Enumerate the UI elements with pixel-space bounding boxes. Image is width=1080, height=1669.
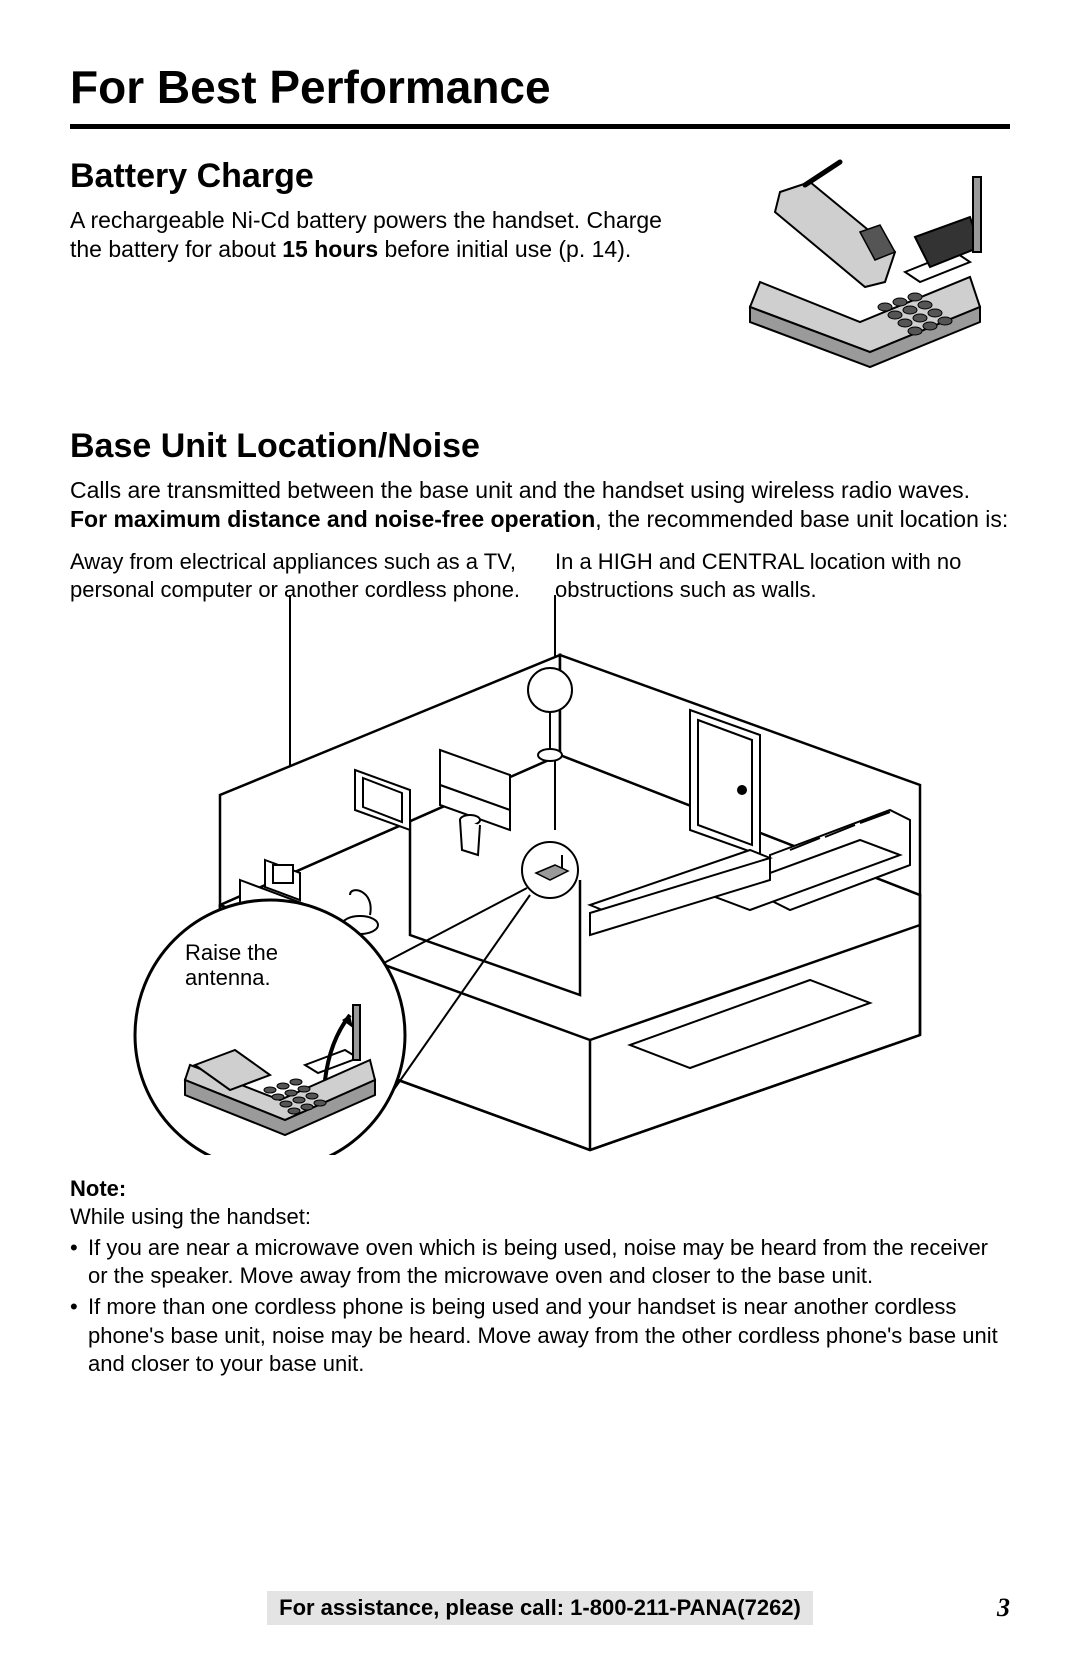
base-intro-post: , the recommended base unit location is: — [595, 506, 1008, 532]
battery-bold: 15 hours — [282, 236, 378, 262]
antenna-label-line2: antenna. — [185, 965, 271, 990]
assistance-text: For assistance, please call: 1-800-211-P… — [267, 1591, 813, 1625]
base-intro-bold: For maximum distance and noise-free oper… — [70, 506, 595, 532]
note-item: If more than one cordless phone is being… — [70, 1293, 1010, 1379]
base-intro: Calls are transmitted between the base u… — [70, 476, 1010, 534]
page-number: 3 — [997, 1593, 1010, 1623]
note-list: If you are near a microwave oven which i… — [70, 1234, 1010, 1379]
footer: For assistance, please call: 1-800-211-P… — [70, 1591, 1010, 1625]
base-intro-pre: Calls are transmitted between the base u… — [70, 477, 970, 503]
note-heading: Note: — [70, 1175, 1010, 1204]
base-section: Base Unit Location/Noise Calls are trans… — [70, 427, 1010, 1155]
battery-post: before initial use (p. 14). — [378, 236, 631, 262]
battery-section: Battery Charge A rechargeable Ni-Cd batt… — [70, 157, 1010, 387]
antenna-label-line1: Raise the — [185, 940, 278, 965]
note-intro: While using the handset: — [70, 1203, 1010, 1232]
note-item: If you are near a microwave oven which i… — [70, 1234, 1010, 1291]
base-heading: Base Unit Location/Noise — [70, 427, 1010, 466]
note-block: Note: While using the handset: If you ar… — [70, 1175, 1010, 1379]
phone-handset-illustration — [720, 157, 1010, 387]
room-diagram: Raise the antenna. — [70, 595, 1010, 1155]
battery-text: Battery Charge A rechargeable Ni-Cd batt… — [70, 157, 700, 387]
title-rule — [70, 124, 1010, 129]
battery-heading: Battery Charge — [70, 157, 700, 196]
battery-body: A rechargeable Ni-Cd battery powers the … — [70, 206, 700, 264]
page-title: For Best Performance — [70, 60, 1010, 114]
